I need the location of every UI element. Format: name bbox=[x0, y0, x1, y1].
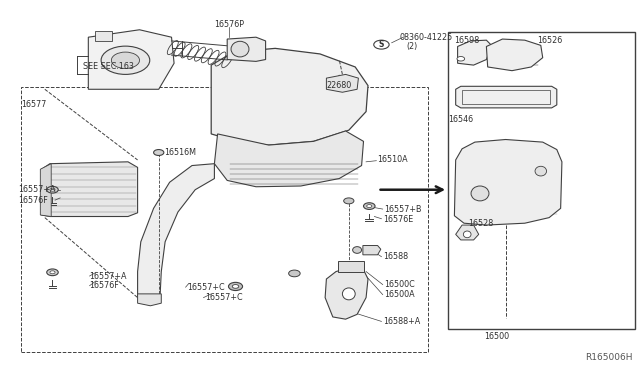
Text: (2): (2) bbox=[406, 42, 418, 51]
Text: 16577: 16577 bbox=[21, 100, 47, 109]
Circle shape bbox=[111, 52, 140, 68]
Polygon shape bbox=[95, 31, 112, 41]
Bar bbox=[448, 32, 635, 329]
Circle shape bbox=[457, 57, 465, 61]
Circle shape bbox=[374, 40, 389, 49]
Polygon shape bbox=[326, 74, 358, 92]
Bar bbox=[21, 87, 428, 352]
Text: 16546: 16546 bbox=[448, 115, 473, 124]
Text: 16500: 16500 bbox=[484, 332, 509, 341]
Polygon shape bbox=[214, 131, 364, 187]
Polygon shape bbox=[456, 225, 479, 240]
Text: SEE SEC.163: SEE SEC.163 bbox=[83, 62, 134, 71]
Text: 16588+A: 16588+A bbox=[383, 317, 420, 326]
Circle shape bbox=[228, 282, 243, 291]
Text: R165006H: R165006H bbox=[585, 353, 632, 362]
Text: 16510A: 16510A bbox=[378, 155, 408, 164]
Text: 16576F: 16576F bbox=[90, 281, 119, 290]
Text: 16526: 16526 bbox=[538, 36, 563, 45]
Text: 16576E: 16576E bbox=[383, 215, 413, 224]
Text: 16528: 16528 bbox=[468, 219, 493, 228]
Text: 16588: 16588 bbox=[383, 252, 408, 261]
Polygon shape bbox=[456, 86, 557, 108]
Ellipse shape bbox=[342, 288, 355, 300]
Polygon shape bbox=[42, 162, 138, 217]
Circle shape bbox=[47, 269, 58, 276]
Text: 16500C: 16500C bbox=[384, 280, 415, 289]
Polygon shape bbox=[40, 164, 51, 217]
Text: S: S bbox=[379, 40, 384, 49]
Text: 08360-41225: 08360-41225 bbox=[400, 33, 453, 42]
Ellipse shape bbox=[353, 247, 362, 253]
Polygon shape bbox=[325, 268, 368, 319]
Text: 16576P: 16576P bbox=[214, 20, 244, 29]
Text: 16516M: 16516M bbox=[164, 148, 196, 157]
Polygon shape bbox=[458, 40, 492, 65]
Polygon shape bbox=[88, 30, 174, 89]
Text: 16557+C: 16557+C bbox=[187, 283, 225, 292]
Ellipse shape bbox=[471, 186, 489, 201]
Circle shape bbox=[344, 198, 354, 204]
Polygon shape bbox=[454, 140, 562, 225]
Polygon shape bbox=[227, 37, 266, 61]
Ellipse shape bbox=[231, 41, 249, 57]
Ellipse shape bbox=[463, 231, 471, 238]
Circle shape bbox=[289, 270, 300, 277]
Circle shape bbox=[154, 150, 164, 155]
Ellipse shape bbox=[535, 166, 547, 176]
Text: 22680: 22680 bbox=[326, 81, 351, 90]
Text: 16557+A: 16557+A bbox=[90, 272, 127, 280]
Circle shape bbox=[101, 46, 150, 74]
Circle shape bbox=[367, 205, 372, 208]
Bar bbox=[338, 261, 364, 272]
Text: 16557+A: 16557+A bbox=[18, 185, 56, 194]
Circle shape bbox=[50, 271, 55, 274]
Circle shape bbox=[364, 203, 375, 209]
Text: 16598: 16598 bbox=[454, 36, 479, 45]
Polygon shape bbox=[138, 294, 161, 306]
Polygon shape bbox=[486, 39, 543, 71]
Polygon shape bbox=[138, 164, 214, 298]
Polygon shape bbox=[211, 48, 368, 145]
Text: 16557+C: 16557+C bbox=[205, 293, 243, 302]
Circle shape bbox=[232, 285, 239, 288]
Text: 16500A: 16500A bbox=[384, 290, 415, 299]
Polygon shape bbox=[363, 246, 381, 255]
Text: 16576F: 16576F bbox=[18, 196, 47, 205]
Circle shape bbox=[47, 186, 58, 193]
Text: 16557+B: 16557+B bbox=[384, 205, 422, 214]
Circle shape bbox=[50, 188, 55, 191]
